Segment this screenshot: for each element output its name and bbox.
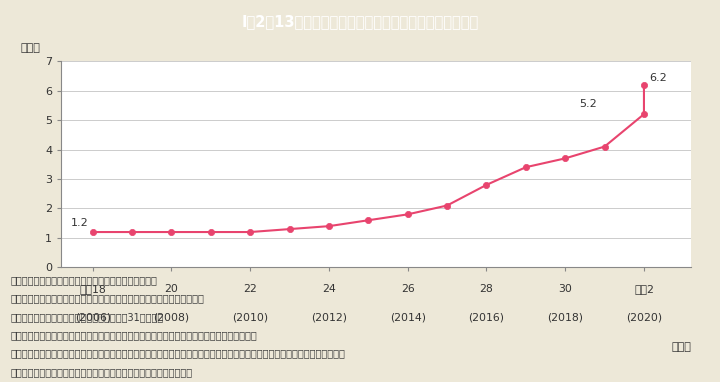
Text: (2006): (2006) — [75, 313, 111, 323]
Text: 24: 24 — [322, 284, 336, 294]
Text: 5.2: 5.2 — [580, 99, 598, 109]
Text: 26: 26 — [401, 284, 415, 294]
Text: る役職者に占める女性の割合を新たな目標として設定。: る役職者に占める女性の割合を新たな目標として設定。 — [11, 367, 193, 377]
Text: （年）: （年） — [671, 342, 691, 352]
Text: ４．「役員」は，取締役，監査役，指名委員会等設置会社の代表執行役及び執行役。: ４．「役員」は，取締役，監査役，指名委員会等設置会社の代表執行役及び執行役。 — [11, 330, 258, 340]
Text: 6.2: 6.2 — [649, 73, 667, 83]
Text: ２．調査対象は，全上場企業（ジャスダック上場会社を含む）。: ２．調査対象は，全上場企業（ジャスダック上場会社を含む）。 — [11, 293, 204, 303]
Text: (2016): (2016) — [469, 313, 505, 323]
Text: I－2－13図　上場企業の役員に占める女性の割合の推移: I－2－13図 上場企業の役員に占める女性の割合の推移 — [241, 15, 479, 29]
Text: (2008): (2008) — [153, 313, 189, 323]
Text: 30: 30 — [558, 284, 572, 294]
Text: 20: 20 — [164, 284, 179, 294]
Text: (2014): (2014) — [390, 313, 426, 323]
Text: ５．第５次男女共同参画基本計画においては，東証一部上場企業の取締役，監査役，執行役，執行役員又はそれに準じ: ５．第５次男女共同参画基本計画においては，東証一部上場企業の取締役，監査役，執行… — [11, 348, 346, 358]
Text: （％）: （％） — [20, 43, 40, 53]
Text: (2018): (2018) — [547, 313, 583, 323]
Text: (2012): (2012) — [311, 313, 347, 323]
Text: 平成18: 平成18 — [79, 284, 106, 294]
Text: (2010): (2010) — [232, 313, 269, 323]
Text: 28: 28 — [480, 284, 493, 294]
Text: (2020): (2020) — [626, 313, 662, 323]
Text: 1.2: 1.2 — [71, 219, 89, 228]
Text: 22: 22 — [243, 284, 257, 294]
Text: （備考）１．東洋経済新報社「役員四季報」より作成。: （備考）１．東洋経済新報社「役員四季報」より作成。 — [11, 275, 158, 285]
Text: ３．調査時点は原則として各年７月31日現在。: ３．調査時点は原則として各年７月31日現在。 — [11, 312, 164, 322]
Text: 令和2: 令和2 — [634, 284, 654, 294]
